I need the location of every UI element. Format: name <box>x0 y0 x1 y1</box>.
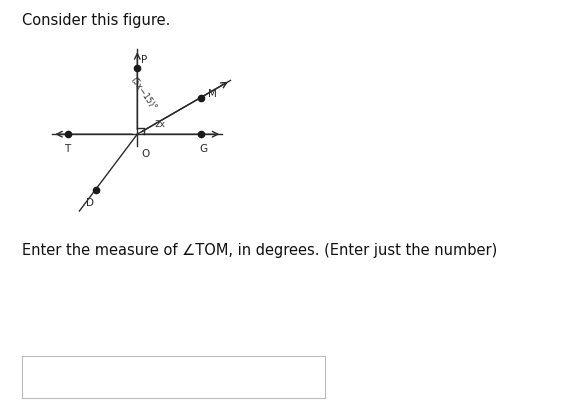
Text: T: T <box>63 145 70 154</box>
Text: 2x: 2x <box>154 119 165 129</box>
Text: G: G <box>200 145 208 154</box>
Text: Consider this figure.: Consider this figure. <box>22 13 171 28</box>
Text: M: M <box>208 89 217 99</box>
Text: D: D <box>86 198 94 208</box>
Text: P: P <box>141 54 147 65</box>
Text: (5x−15)°: (5x−15)° <box>128 75 158 112</box>
Text: O: O <box>141 149 149 159</box>
Text: Enter the measure of ∠TOM, in degrees. (Enter just the number): Enter the measure of ∠TOM, in degrees. (… <box>22 243 498 258</box>
